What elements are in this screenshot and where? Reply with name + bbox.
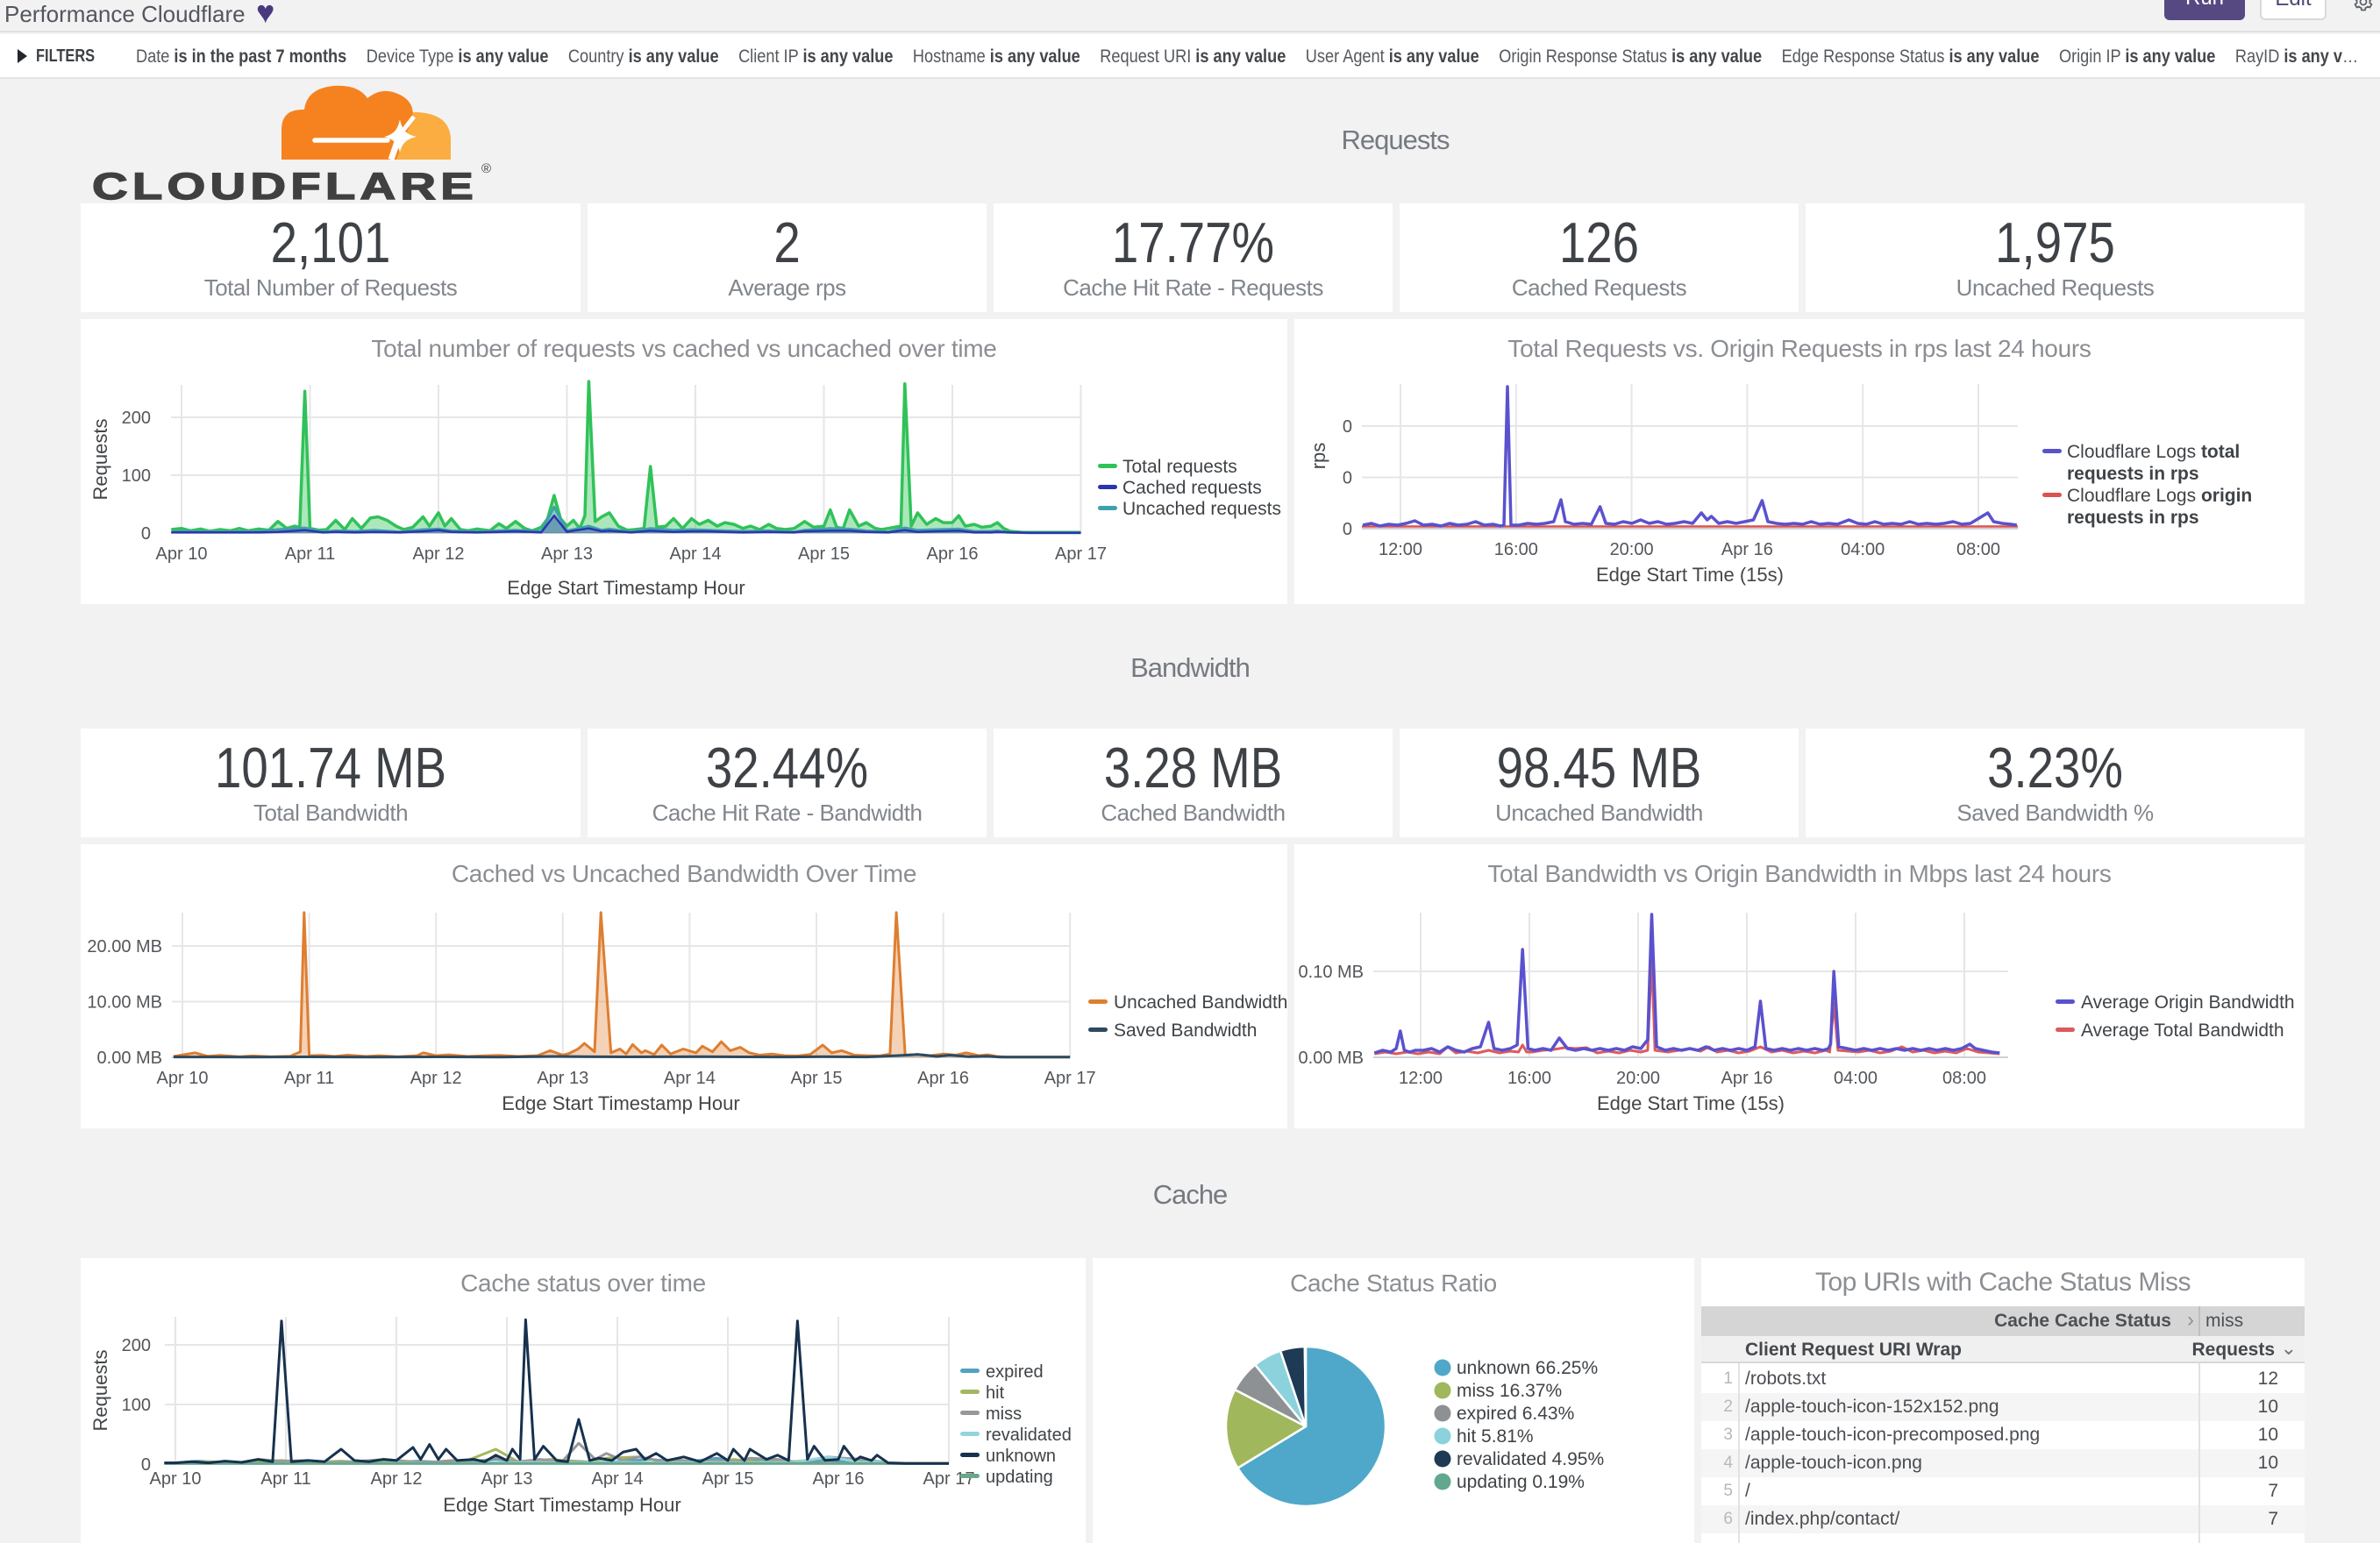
svg-text:12:00: 12:00 — [1379, 540, 1422, 559]
svg-text:200: 200 — [122, 1336, 151, 1355]
svg-text:Apr 10: Apr 10 — [157, 1069, 209, 1088]
svg-text:expired: expired — [986, 1362, 1044, 1382]
svg-text:200: 200 — [122, 409, 151, 428]
svg-text:04:00: 04:00 — [1834, 1069, 1878, 1088]
svg-text:Uncached Bandwidth: Uncached Bandwidth — [1114, 992, 1287, 1013]
svg-text:Apr 16: Apr 16 — [927, 544, 979, 564]
svg-text:Apr 11: Apr 11 — [260, 1469, 310, 1489]
svg-text:Average Origin Bandwidth: Average Origin Bandwidth — [2081, 992, 2295, 1013]
svg-text:Total number of requests vs ca: Total number of requests vs cached vs un… — [371, 335, 996, 362]
svg-text:Uncached requests: Uncached requests — [1122, 499, 1281, 519]
svg-text:Cloudflare Logs origin: Cloudflare Logs origin — [2067, 486, 2252, 506]
svg-text:Apr 11: Apr 11 — [285, 544, 335, 564]
svg-text:100: 100 — [122, 466, 151, 486]
svg-text:Apr 11: Apr 11 — [284, 1069, 334, 1088]
svg-text:revalidated 4.95%: revalidated 4.95% — [1457, 1449, 1604, 1469]
svg-text:0: 0 — [1343, 469, 1352, 488]
svg-text:Apr 15: Apr 15 — [791, 1069, 843, 1088]
svg-text:0: 0 — [141, 524, 151, 544]
svg-text:04:00: 04:00 — [1841, 540, 1885, 559]
svg-text:Edge Start Timestamp Hour: Edge Start Timestamp Hour — [507, 577, 745, 599]
svg-text:requests in rps: requests in rps — [2067, 508, 2199, 528]
svg-text:Cache status over time: Cache status over time — [460, 1269, 706, 1297]
svg-text:rps: rps — [1308, 443, 1329, 470]
svg-text:Apr 15: Apr 15 — [702, 1469, 754, 1489]
svg-text:Cached requests: Cached requests — [1122, 478, 1262, 498]
svg-text:Total Bandwidth vs Origin Band: Total Bandwidth vs Origin Bandwidth in M… — [1487, 860, 2111, 887]
svg-text:Saved Bandwidth: Saved Bandwidth — [1114, 1020, 1257, 1041]
svg-text:0: 0 — [141, 1455, 151, 1475]
svg-text:Apr 12: Apr 12 — [413, 544, 465, 564]
svg-text:Average Total Bandwidth: Average Total Bandwidth — [2081, 1020, 2284, 1041]
svg-text:20:00: 20:00 — [1616, 1069, 1660, 1088]
svg-text:Requests: Requests — [89, 1350, 111, 1432]
svg-text:08:00: 08:00 — [1956, 540, 2000, 559]
svg-text:Edge Start Time (15s): Edge Start Time (15s) — [1597, 1092, 1785, 1114]
svg-text:Apr 15: Apr 15 — [798, 544, 850, 564]
svg-text:unknown 66.25%: unknown 66.25% — [1457, 1358, 1598, 1378]
svg-text:miss 16.37%: miss 16.37% — [1457, 1381, 1562, 1401]
svg-text:miss: miss — [986, 1404, 1022, 1424]
svg-text:16:00: 16:00 — [1507, 1069, 1551, 1088]
svg-text:Apr 14: Apr 14 — [592, 1469, 644, 1489]
svg-text:12:00: 12:00 — [1399, 1069, 1443, 1088]
svg-text:Apr 14: Apr 14 — [670, 544, 722, 564]
svg-text:Apr 13: Apr 13 — [541, 544, 593, 564]
svg-text:Apr 13: Apr 13 — [481, 1469, 533, 1489]
svg-text:unknown: unknown — [986, 1447, 1056, 1466]
svg-text:Apr 16: Apr 16 — [917, 1069, 969, 1088]
svg-text:Apr 10: Apr 10 — [156, 544, 208, 564]
svg-text:20.00 MB: 20.00 MB — [87, 937, 162, 956]
svg-text:0.00 MB: 0.00 MB — [97, 1049, 162, 1068]
svg-text:0: 0 — [1343, 417, 1352, 437]
svg-text:0.10 MB: 0.10 MB — [1299, 963, 1364, 982]
svg-text:Apr 13: Apr 13 — [537, 1069, 588, 1088]
svg-text:Apr 10: Apr 10 — [150, 1469, 202, 1489]
svg-text:updating: updating — [986, 1468, 1053, 1487]
svg-text:expired 6.43%: expired 6.43% — [1457, 1404, 1574, 1424]
svg-text:0.00 MB: 0.00 MB — [1299, 1049, 1364, 1068]
svg-text:16:00: 16:00 — [1494, 540, 1538, 559]
svg-text:updating 0.19%: updating 0.19% — [1457, 1472, 1585, 1492]
svg-text:hit 5.81%: hit 5.81% — [1457, 1426, 1534, 1447]
svg-text:Apr 17: Apr 17 — [1044, 1069, 1096, 1088]
svg-text:Apr 17: Apr 17 — [1055, 544, 1107, 564]
svg-text:08:00: 08:00 — [1942, 1069, 1986, 1088]
svg-text:Edge Start Timestamp Hour: Edge Start Timestamp Hour — [443, 1494, 681, 1516]
svg-text:Cached vs Uncached Bandwidth O: Cached vs Uncached Bandwidth Over Time — [452, 860, 916, 887]
svg-text:Cloudflare Logs total: Cloudflare Logs total — [2067, 442, 2240, 462]
svg-text:requests in rps: requests in rps — [2067, 464, 2199, 484]
svg-text:revalidated: revalidated — [986, 1426, 1072, 1445]
svg-text:Requests: Requests — [89, 419, 111, 501]
svg-text:Edge Start Time (15s): Edge Start Time (15s) — [1596, 564, 1784, 586]
svg-text:Edge Start Timestamp Hour: Edge Start Timestamp Hour — [502, 1092, 739, 1114]
svg-text:Apr 12: Apr 12 — [371, 1469, 423, 1489]
svg-text:Apr 12: Apr 12 — [410, 1069, 462, 1088]
svg-text:Apr 14: Apr 14 — [664, 1069, 716, 1088]
svg-text:Apr 16: Apr 16 — [813, 1469, 865, 1489]
svg-text:Total requests: Total requests — [1122, 457, 1237, 477]
svg-text:Cache Status Ratio: Cache Status Ratio — [1290, 1269, 1497, 1297]
svg-text:CLOUDFLARE: CLOUDFLARE — [92, 166, 478, 208]
svg-text:10.00 MB: 10.00 MB — [87, 993, 162, 1013]
svg-text:hit: hit — [986, 1383, 1005, 1403]
svg-text:Apr 16: Apr 16 — [1721, 540, 1773, 559]
svg-text:Apr 16: Apr 16 — [1721, 1069, 1773, 1088]
svg-text:100: 100 — [122, 1396, 151, 1415]
svg-text:0: 0 — [1343, 520, 1352, 539]
svg-text:®: ® — [481, 161, 491, 176]
svg-text:Total Requests vs. Origin Requ: Total Requests vs. Origin Requests in rp… — [1507, 335, 2091, 362]
svg-text:Apr 17: Apr 17 — [923, 1469, 975, 1489]
svg-text:20:00: 20:00 — [1610, 540, 1654, 559]
